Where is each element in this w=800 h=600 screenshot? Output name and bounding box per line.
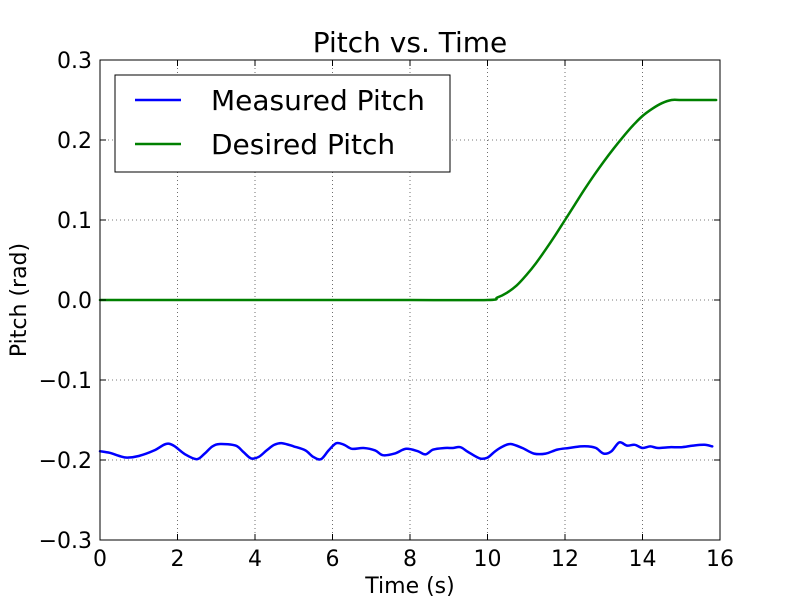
series-lines <box>98 98 718 461</box>
y-tick-label: 0.0 <box>57 289 92 314</box>
legend-box <box>114 74 451 173</box>
axis-ticks: 0 2 4 6 8 10 12 14 16 −0.3 −0.2 −0.1 0.0 0.1 0.2 0.3 <box>39 49 734 572</box>
legend-label-desired-pitch: Desired Pitch <box>211 128 395 161</box>
x-tick-label: 12 <box>551 547 579 572</box>
legend: Measured Pitch Desired Pitch <box>114 74 451 173</box>
series-line-measured-pitch <box>98 441 714 461</box>
chart-title: Pitch vs. Time <box>313 26 508 59</box>
y-tick-label: 0.2 <box>57 129 92 154</box>
x-tick-label: 2 <box>171 547 185 572</box>
series-line-desired-pitch <box>98 98 718 302</box>
x-tick-label: 10 <box>474 547 502 572</box>
legend-label-measured-pitch: Measured Pitch <box>211 84 425 117</box>
x-tick-label: 16 <box>706 547 734 572</box>
x-tick-label: 8 <box>403 547 417 572</box>
y-tick-label: −0.3 <box>39 529 92 554</box>
y-tick-label: −0.1 <box>39 369 92 394</box>
x-tick-label: 14 <box>629 547 657 572</box>
x-axis-label: Time (s) <box>364 574 454 599</box>
y-tick-label: 0.3 <box>57 49 92 74</box>
x-tick-label: 4 <box>248 547 262 572</box>
x-tick-label: 6 <box>326 547 340 572</box>
y-tick-label: 0.1 <box>57 209 92 234</box>
x-tick-label: 0 <box>93 547 107 572</box>
y-axis-label: Pitch (rad) <box>7 243 32 357</box>
y-tick-label: −0.2 <box>39 449 92 474</box>
